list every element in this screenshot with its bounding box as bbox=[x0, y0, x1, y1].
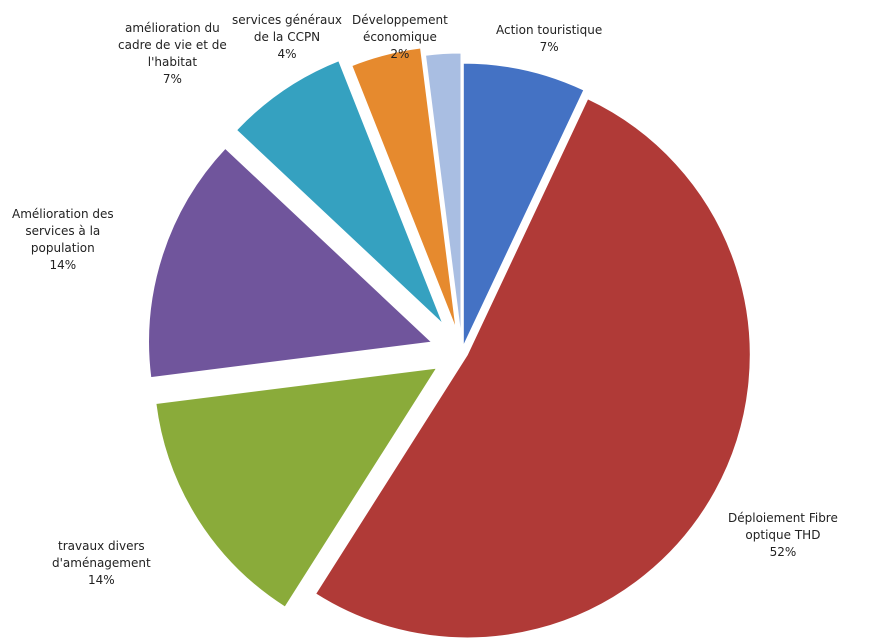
pie-slice-1 bbox=[462, 62, 585, 347]
pie-slice-2 bbox=[314, 98, 751, 638]
label-services-generaux: services généraux de la CCPN 4% bbox=[232, 13, 343, 61]
label-developpement-economique: Développement économique 2% bbox=[352, 13, 448, 61]
label-deploiement-fibre: Déploiement Fibre optique THD 52% bbox=[728, 511, 838, 559]
label-amelioration-cadre-de-vie: amélioration du cadre de vie et de l'hab… bbox=[118, 21, 227, 86]
pie-slice-3 bbox=[155, 367, 438, 608]
pie-slice-5 bbox=[235, 60, 444, 325]
label-amelioration-services: Amélioration des services à la populatio… bbox=[12, 207, 114, 272]
label-travaux-divers: travaux divers d'aménagement 14% bbox=[52, 539, 151, 587]
pie-slice-4 bbox=[148, 147, 433, 379]
pie-slice-7 bbox=[424, 52, 462, 337]
pie-slice-6 bbox=[351, 47, 457, 329]
label-action-touristique: Action touristique 7% bbox=[496, 23, 603, 54]
